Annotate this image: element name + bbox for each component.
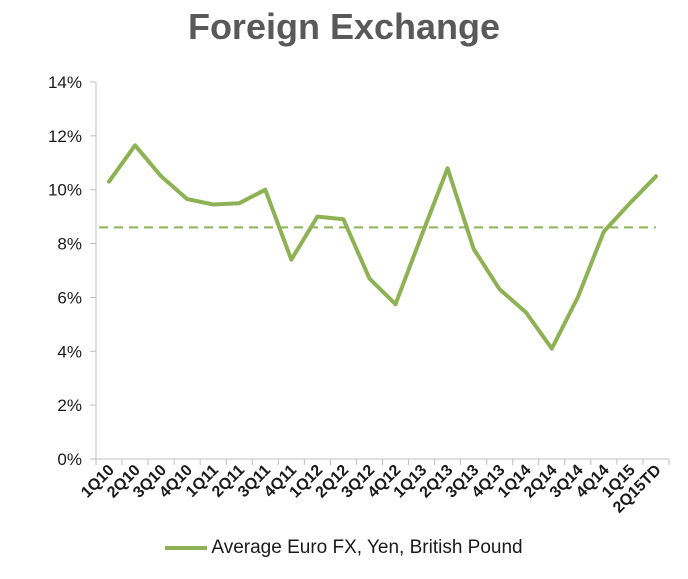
chart-title: Foreign Exchange [187,6,501,47]
line-chart: 0%2%4%6%8%10%12%14%1Q102Q103Q104Q101Q112… [48,73,670,517]
series-line [107,143,658,351]
legend-label: Average Euro FX, Yen, British Pound [211,537,523,558]
y-tick-label: 4% [57,342,82,361]
y-tick-label: 6% [57,288,82,307]
legend: Average Euro FX, Yen, British Pound [0,537,688,559]
y-tick-label: 2% [57,396,82,415]
y-tick-label: 12% [48,127,82,146]
y-tick-label: 14% [48,73,82,92]
y-tick-label: 0% [57,450,82,469]
y-tick-label: 8% [57,235,82,254]
legend-swatch [165,545,208,550]
y-tick-label: 10% [48,181,82,200]
